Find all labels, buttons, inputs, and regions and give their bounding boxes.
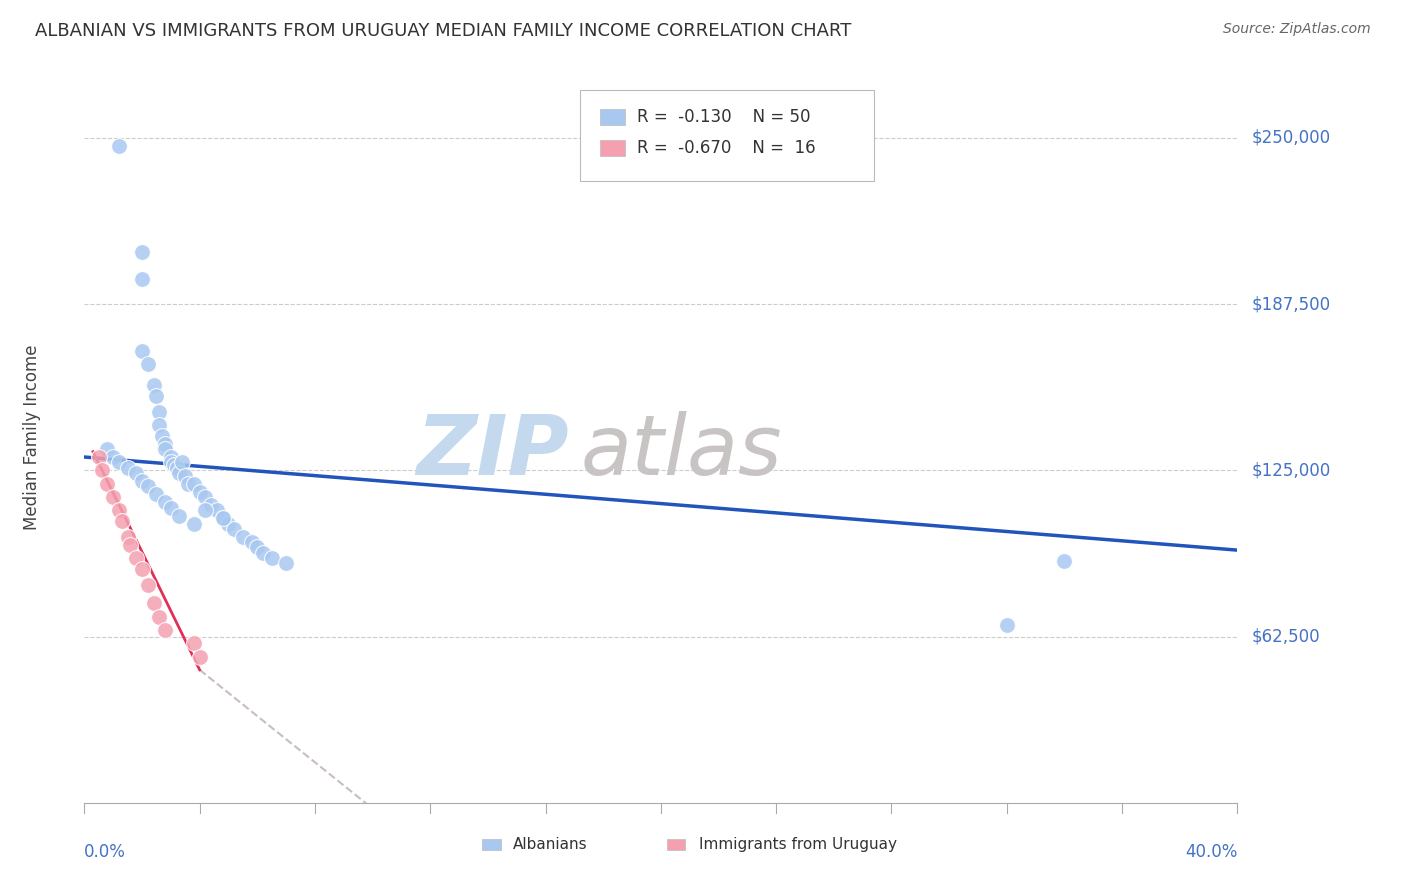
Point [183, 516, 205, 531]
Point [153, 442, 176, 456]
FancyBboxPatch shape [581, 90, 875, 181]
Point [125, 466, 148, 480]
Point [131, 272, 153, 286]
Point [136, 357, 159, 371]
Point [125, 551, 148, 566]
Point [160, 500, 183, 515]
Point [205, 503, 228, 517]
Point [194, 503, 217, 517]
Point [148, 405, 170, 419]
Point [211, 511, 233, 525]
Point [145, 389, 167, 403]
Point [136, 479, 159, 493]
Point [211, 511, 233, 525]
Point [177, 476, 200, 491]
Point [246, 541, 269, 555]
Point [218, 516, 240, 531]
Point [131, 343, 153, 358]
Text: $125,000: $125,000 [1251, 461, 1331, 479]
Point [120, 538, 142, 552]
Point [96, 442, 118, 456]
Point [103, 490, 124, 504]
Point [169, 508, 191, 523]
Point [136, 577, 159, 591]
Point [111, 514, 134, 528]
Point [131, 245, 153, 260]
Point [148, 418, 170, 433]
Point [240, 535, 263, 549]
Point [163, 458, 186, 472]
Point [142, 378, 165, 392]
Point [995, 617, 1018, 632]
Text: ZIP: ZIP [416, 411, 568, 492]
Point [148, 609, 170, 624]
Text: ALBANIAN VS IMMIGRANTS FROM URUGUAY MEDIAN FAMILY INCOME CORRELATION CHART: ALBANIAN VS IMMIGRANTS FROM URUGUAY MEDI… [35, 22, 852, 40]
Point [150, 429, 173, 443]
Point [96, 476, 118, 491]
Point [153, 495, 176, 509]
Point [87, 450, 110, 464]
FancyBboxPatch shape [600, 110, 626, 126]
Point [117, 460, 139, 475]
Point [183, 476, 205, 491]
Point [108, 138, 131, 153]
Point [145, 487, 167, 501]
Point [166, 460, 188, 475]
Text: R =  -0.130    N = 50: R = -0.130 N = 50 [637, 109, 810, 127]
Point [174, 468, 197, 483]
Text: Immigrants from Uruguay: Immigrants from Uruguay [699, 837, 897, 852]
FancyBboxPatch shape [666, 838, 685, 850]
Point [188, 484, 211, 499]
Text: 40.0%: 40.0% [1185, 843, 1237, 861]
Text: atlas: atlas [581, 411, 782, 492]
Text: $187,500: $187,500 [1251, 295, 1331, 313]
Point [276, 557, 298, 571]
Point [252, 546, 274, 560]
Text: $62,500: $62,500 [1251, 628, 1320, 646]
Point [142, 596, 165, 610]
Point [103, 450, 124, 464]
Point [260, 551, 283, 566]
Text: $250,000: $250,000 [1251, 128, 1331, 147]
Text: Albanians: Albanians [513, 837, 588, 852]
Point [131, 474, 153, 488]
Point [90, 463, 112, 477]
Text: Median Family Income: Median Family Income [24, 344, 42, 530]
Point [172, 455, 194, 469]
Point [160, 455, 183, 469]
Point [153, 623, 176, 637]
Point [224, 522, 246, 536]
Point [160, 450, 183, 464]
Point [183, 636, 205, 650]
Point [200, 498, 222, 512]
FancyBboxPatch shape [482, 838, 501, 850]
Point [153, 436, 176, 450]
Point [131, 562, 153, 576]
Point [169, 466, 191, 480]
Point [108, 503, 131, 517]
Point [117, 530, 139, 544]
Point [194, 490, 217, 504]
Point [108, 455, 131, 469]
Text: Source: ZipAtlas.com: Source: ZipAtlas.com [1223, 22, 1371, 37]
Text: 0.0%: 0.0% [84, 843, 127, 861]
Point [232, 530, 254, 544]
Text: R =  -0.670    N =  16: R = -0.670 N = 16 [637, 139, 815, 157]
Point [188, 649, 211, 664]
Point [1053, 554, 1076, 568]
FancyBboxPatch shape [600, 140, 626, 156]
